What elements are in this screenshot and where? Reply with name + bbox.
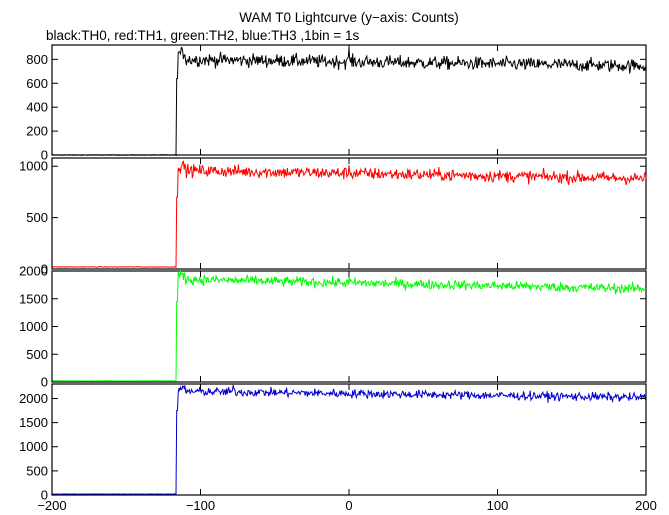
panel-frame [51, 383, 647, 496]
y-tick-label: 0 [41, 488, 48, 503]
x-tick-label: 200 [635, 498, 657, 513]
panels: 0200400600800050010000500100015002000050… [19, 44, 647, 503]
panel-1: 0 500 1000 [19, 157, 647, 277]
panel-0: 0 200 400 600 800 [26, 44, 647, 163]
x-tick-label: −200 [37, 498, 66, 513]
x-axis: −200 −100 0 100 200 [37, 498, 657, 513]
y-tick-label: 800 [26, 52, 48, 67]
panel-frame [51, 44, 647, 156]
y-tick-label: 600 [26, 76, 48, 91]
y-tick-label: 2000 [19, 391, 48, 406]
x-tick-label: 100 [487, 498, 509, 513]
x-tick-label: −100 [186, 498, 215, 513]
x-tick-label: 0 [345, 498, 352, 513]
y-tick-label: 500 [26, 347, 48, 362]
y-tick-label: 1000 [19, 159, 48, 174]
panel-3: 0 500 1000 1500 2000 [19, 383, 647, 503]
series-line-3 [52, 384, 647, 495]
y-tick-label: 1500 [19, 415, 48, 430]
chart-subtitle: black:TH0, red:TH1, green:TH2, blue:TH3 … [46, 28, 360, 43]
y-tick-label: 0 [41, 375, 48, 390]
y-tick-label: 1000 [19, 439, 48, 454]
y-tick-label: 0 [41, 148, 48, 163]
y-tick-label: 0 [41, 262, 48, 277]
series-line-1 [51, 160, 647, 268]
series-line-2 [52, 270, 647, 382]
y-tick-label: 500 [26, 210, 48, 225]
chart-title: WAM T0 Lightcurve (y−axis: Counts) [239, 10, 458, 25]
y-tick-label: 500 [26, 463, 48, 478]
series-line-0 [51, 46, 647, 157]
y-tick-label: 1500 [19, 291, 48, 306]
y-tick-label: 200 [26, 124, 48, 139]
panel-2: 0 500 1000 1500 2000 [19, 264, 647, 390]
y-tick-label: 1000 [19, 319, 48, 334]
y-tick-label: 400 [26, 100, 48, 115]
panel-frame [51, 157, 647, 270]
y-tick-label: 2000 [19, 264, 48, 279]
